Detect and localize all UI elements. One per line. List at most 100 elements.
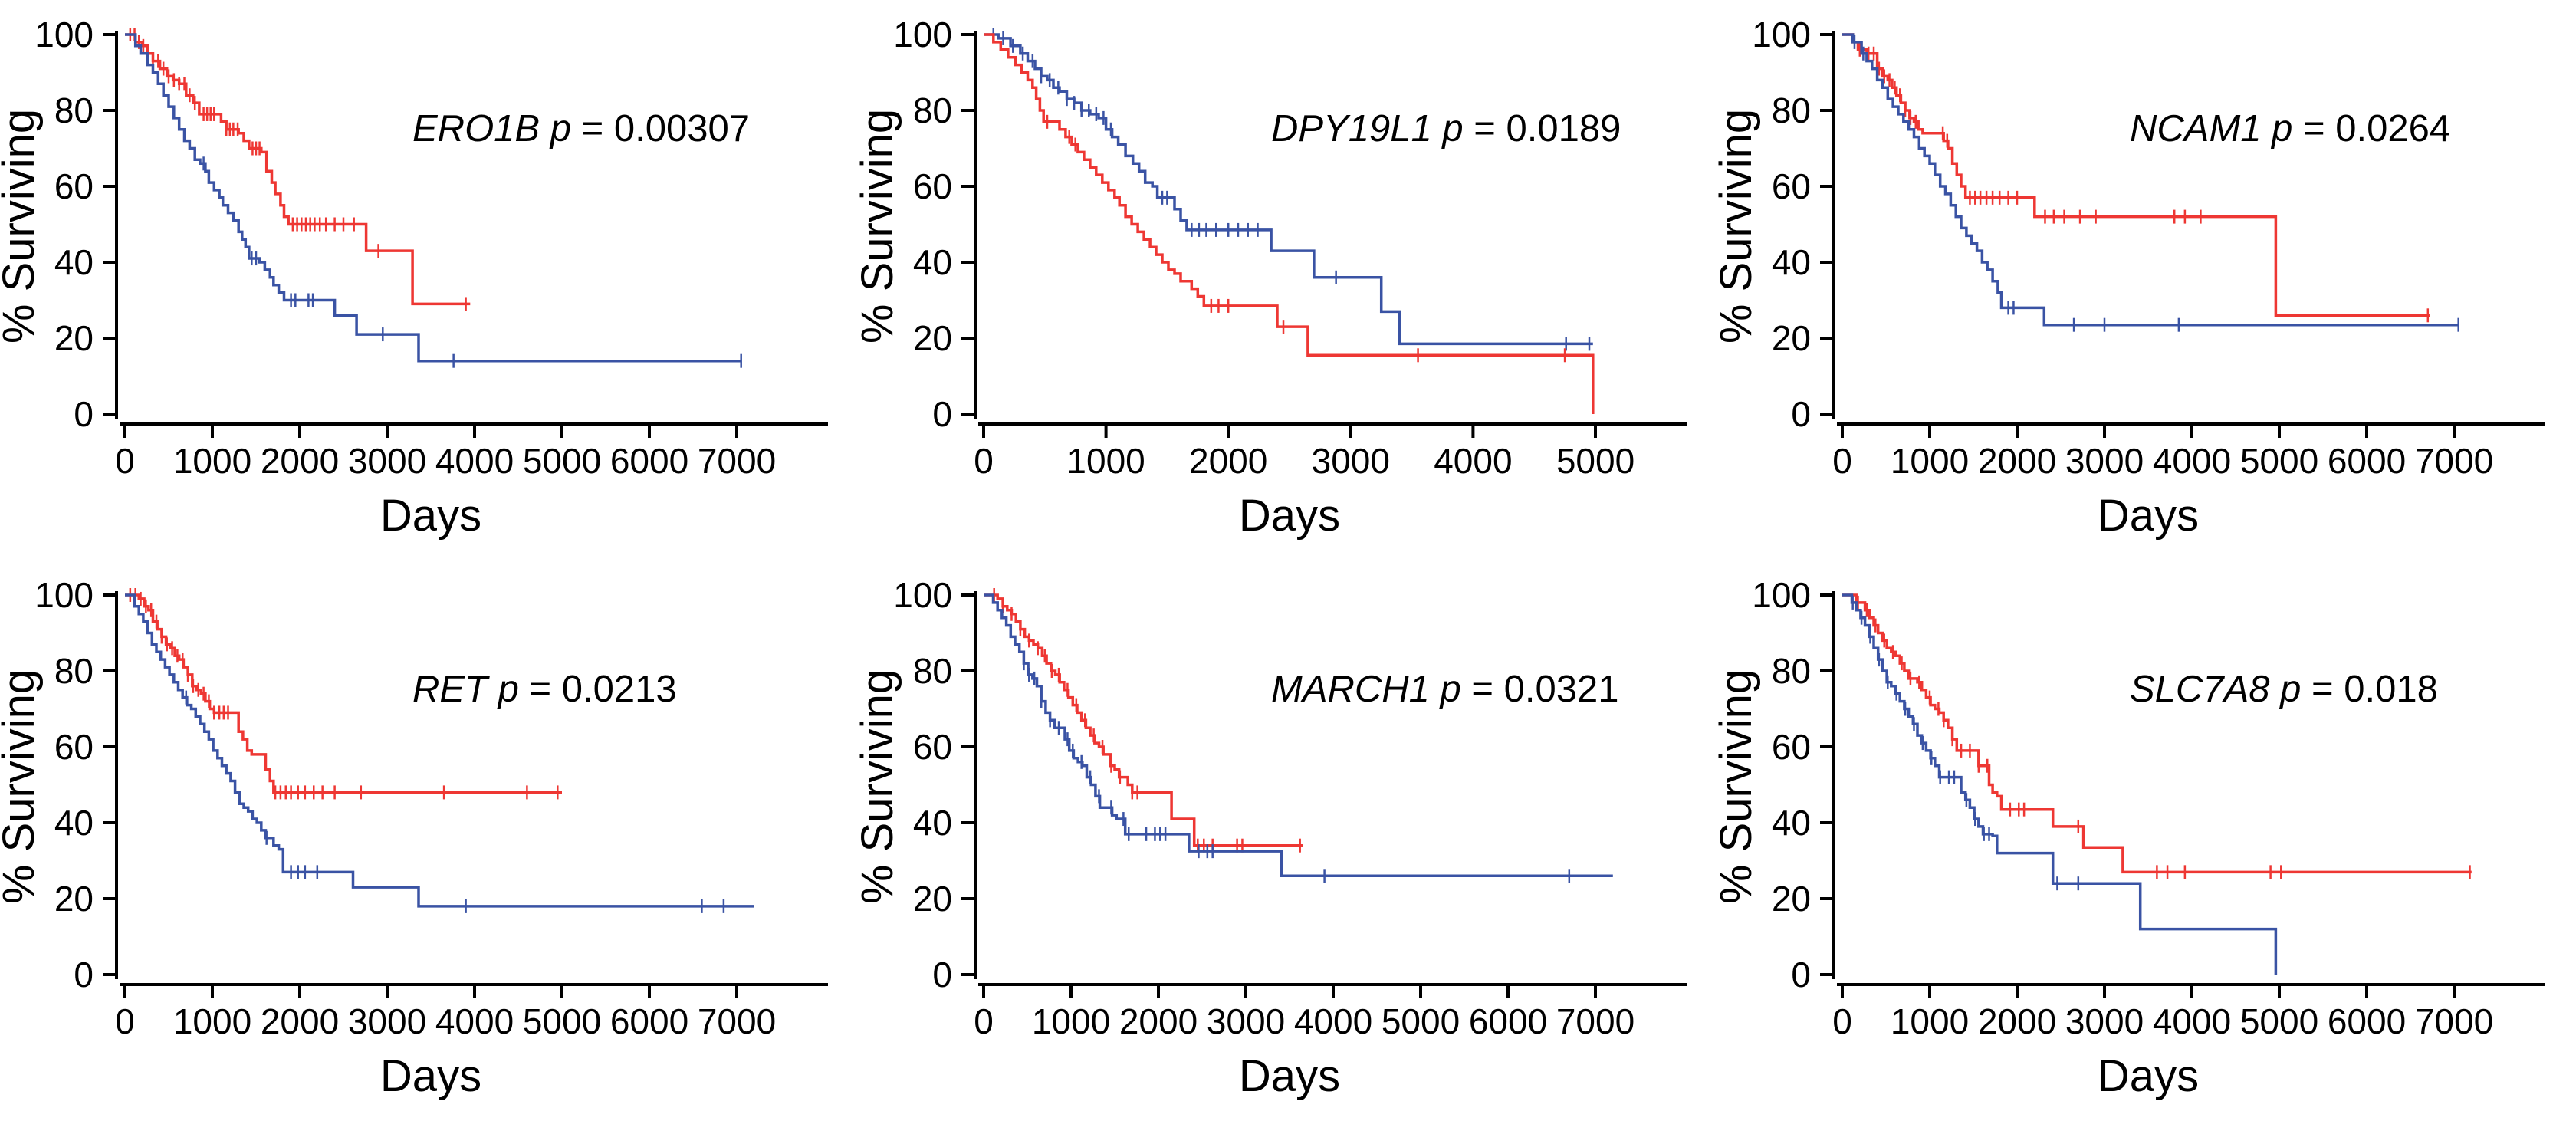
x-tick-label: 4000 bbox=[1434, 441, 1512, 481]
x-tick-label: 7000 bbox=[2415, 441, 2493, 481]
x-tick-label: 4000 bbox=[435, 441, 514, 481]
x-tick-label: 1000 bbox=[173, 441, 251, 481]
y-tick-label: 20 bbox=[913, 879, 952, 919]
panel-title: NCAM1 p = 0.0264 bbox=[2130, 108, 2450, 150]
x-tick-label: 3000 bbox=[1207, 1001, 1285, 1041]
x-tick-label: 4000 bbox=[2153, 1001, 2231, 1041]
x-tick-label: 0 bbox=[1832, 1001, 1852, 1041]
survival-curve-blue bbox=[125, 33, 741, 363]
y-axis-title: % Surviving bbox=[859, 109, 902, 344]
x-tick-label: 2000 bbox=[1978, 441, 2056, 481]
x-tick-label: 3000 bbox=[1312, 441, 1390, 481]
y-tick-label: 0 bbox=[1791, 394, 1811, 434]
survival-curve-red bbox=[1842, 593, 2472, 874]
y-tick-label: 0 bbox=[932, 955, 952, 994]
x-tick-label: 1000 bbox=[1032, 1001, 1110, 1041]
x-tick-label: 6000 bbox=[1469, 1001, 1547, 1041]
y-tick-label: 100 bbox=[34, 15, 94, 54]
x-tick-label: 0 bbox=[974, 441, 994, 481]
y-tick-label: 20 bbox=[1772, 318, 1811, 358]
survival-curve-blue bbox=[1842, 593, 2278, 975]
km-panel: 0 20 40 60 80 100 0 1000 2000 3000 4000 5000 6000 700… bbox=[0, 0, 859, 560]
x-axis-title: Days bbox=[380, 1051, 481, 1101]
y-axis-title: % Surviving bbox=[1717, 669, 1761, 904]
y-tick-label: 40 bbox=[54, 242, 94, 282]
y-tick-label: 20 bbox=[54, 318, 94, 358]
y-tick-label: 20 bbox=[913, 318, 952, 358]
x-tick-label: 2000 bbox=[1189, 441, 1267, 481]
y-tick-label: 20 bbox=[1772, 879, 1811, 919]
y-tick-label: 80 bbox=[54, 90, 94, 130]
x-tick-label: 4000 bbox=[435, 1001, 514, 1041]
survival-curve-blue bbox=[984, 33, 1593, 346]
x-tick-label: 3000 bbox=[348, 441, 426, 481]
y-tick-label: 60 bbox=[913, 166, 952, 206]
x-tick-label: 6000 bbox=[610, 441, 688, 481]
x-axis-title: Days bbox=[2098, 1051, 2199, 1101]
km-panel: 0 20 40 60 80 100 0 1000 2000 3000 4000 5000 6000 700… bbox=[1717, 0, 2576, 560]
x-tick-label: 2000 bbox=[1978, 1001, 2056, 1041]
y-tick-label: 0 bbox=[74, 955, 94, 994]
y-tick-label: 80 bbox=[54, 651, 94, 691]
x-tick-label: 5000 bbox=[523, 441, 601, 481]
x-tick-label: 6000 bbox=[2328, 441, 2406, 481]
y-tick-label: 100 bbox=[1752, 575, 1811, 615]
y-tick-label: 0 bbox=[74, 394, 94, 434]
x-axis-title: Days bbox=[2098, 491, 2199, 541]
y-tick-label: 0 bbox=[932, 394, 952, 434]
km-panel: 0 20 40 60 80 100 0 1000 2000 3000 4000 5000 6000 700… bbox=[0, 560, 859, 1121]
y-tick-label: 80 bbox=[1772, 90, 1811, 130]
y-tick-label: 80 bbox=[913, 90, 952, 130]
x-tick-label: 7000 bbox=[2415, 1001, 2493, 1041]
survival-curve-red bbox=[1842, 33, 2430, 317]
y-tick-label: 40 bbox=[1772, 803, 1811, 843]
y-tick-label: 40 bbox=[54, 803, 94, 843]
y-tick-label: 40 bbox=[913, 242, 952, 282]
x-tick-label: 2000 bbox=[1119, 1001, 1198, 1041]
x-tick-label: 0 bbox=[1832, 441, 1852, 481]
x-tick-label: 7000 bbox=[698, 441, 776, 481]
x-axis-title: Days bbox=[1239, 491, 1340, 541]
y-tick-label: 60 bbox=[1772, 727, 1811, 767]
y-axis-title: % Surviving bbox=[859, 669, 902, 904]
x-tick-label: 6000 bbox=[2328, 1001, 2406, 1041]
x-tick-label: 5000 bbox=[2240, 441, 2318, 481]
y-tick-label: 20 bbox=[54, 879, 94, 919]
x-tick-label: 6000 bbox=[610, 1001, 688, 1041]
x-tick-label: 2000 bbox=[261, 441, 339, 481]
x-tick-label: 7000 bbox=[1556, 1001, 1635, 1041]
x-tick-label: 0 bbox=[115, 441, 135, 481]
x-tick-label: 3000 bbox=[2065, 441, 2144, 481]
panel-title: ERO1B p = 0.00307 bbox=[412, 108, 750, 150]
y-tick-label: 80 bbox=[913, 651, 952, 691]
y-tick-label: 100 bbox=[893, 575, 952, 615]
survival-curve-red bbox=[984, 33, 1595, 414]
x-axis-title: Days bbox=[1239, 1051, 1340, 1101]
x-tick-label: 1000 bbox=[1891, 441, 1969, 481]
x-tick-label: 1000 bbox=[1891, 1001, 1969, 1041]
panel-title: RET p = 0.0213 bbox=[412, 669, 677, 710]
x-tick-label: 4000 bbox=[2153, 441, 2231, 481]
km-panel: 0 20 40 60 80 100 0 1000 2000 3000 4000 5000 6000 700… bbox=[859, 560, 1717, 1121]
y-axis-title: % Surviving bbox=[1717, 109, 1761, 344]
y-tick-label: 100 bbox=[893, 15, 952, 54]
survival-curve-blue bbox=[125, 593, 754, 908]
survival-curve-blue bbox=[1842, 33, 2459, 327]
x-axis-title: Days bbox=[380, 491, 481, 541]
y-tick-label: 60 bbox=[913, 727, 952, 767]
y-tick-label: 0 bbox=[1791, 955, 1811, 994]
km-panel: 0 20 40 60 80 100 0 1000 2000 3000 4000 5000 6000 700… bbox=[1717, 560, 2576, 1121]
x-tick-label: 0 bbox=[115, 1001, 135, 1041]
y-tick-label: 80 bbox=[1772, 651, 1811, 691]
x-tick-label: 3000 bbox=[348, 1001, 426, 1041]
y-axis-title: % Surviving bbox=[0, 109, 44, 344]
panel-title: MARCH1 p = 0.0321 bbox=[1271, 669, 1619, 710]
